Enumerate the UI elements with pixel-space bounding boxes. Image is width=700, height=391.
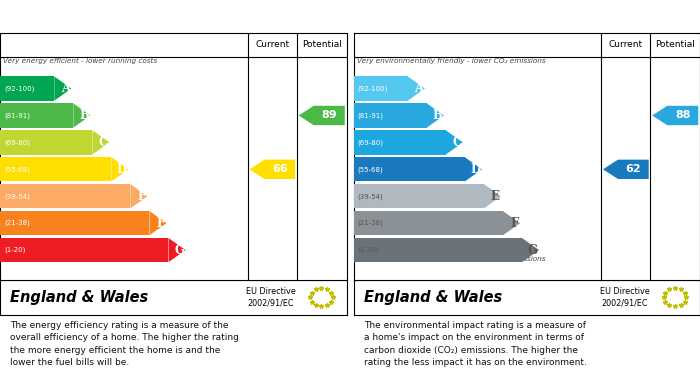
Text: (69-80): (69-80) bbox=[358, 139, 384, 146]
Text: A: A bbox=[414, 82, 424, 95]
Text: (69-80): (69-80) bbox=[4, 139, 30, 146]
Polygon shape bbox=[149, 211, 167, 235]
Bar bbox=[0, 157, 111, 181]
Text: D: D bbox=[117, 163, 127, 176]
Text: Environmental Impact (CO₂) Rating: Environmental Impact (CO₂) Rating bbox=[362, 10, 608, 23]
Polygon shape bbox=[249, 160, 295, 179]
Text: (81-91): (81-91) bbox=[358, 112, 384, 119]
Text: 88: 88 bbox=[675, 111, 690, 120]
Text: B: B bbox=[433, 109, 442, 122]
Polygon shape bbox=[603, 160, 649, 179]
Text: E: E bbox=[491, 190, 500, 203]
Text: Very environmentally friendly - lower CO₂ emissions: Very environmentally friendly - lower CO… bbox=[357, 58, 545, 64]
Text: (39-54): (39-54) bbox=[4, 193, 30, 199]
Polygon shape bbox=[652, 106, 699, 125]
Polygon shape bbox=[111, 157, 128, 181]
Text: (1-20): (1-20) bbox=[4, 247, 25, 253]
Bar bbox=[0, 103, 74, 127]
Bar bbox=[354, 238, 522, 262]
Polygon shape bbox=[522, 238, 539, 262]
Text: (55-68): (55-68) bbox=[4, 166, 30, 172]
Bar bbox=[354, 103, 427, 127]
Bar bbox=[354, 77, 408, 101]
Text: (21-38): (21-38) bbox=[4, 220, 30, 226]
Text: Current: Current bbox=[609, 40, 643, 49]
Text: Very energy efficient - lower running costs: Very energy efficient - lower running co… bbox=[4, 58, 158, 64]
Polygon shape bbox=[55, 77, 71, 101]
Text: F: F bbox=[510, 217, 519, 230]
Text: (92-100): (92-100) bbox=[4, 85, 34, 92]
Text: England & Wales: England & Wales bbox=[364, 290, 502, 305]
Text: Potential: Potential bbox=[655, 40, 695, 49]
Bar bbox=[0, 211, 149, 235]
Text: Energy Efficiency Rating: Energy Efficiency Rating bbox=[8, 10, 181, 23]
Polygon shape bbox=[299, 106, 345, 125]
Text: B: B bbox=[79, 109, 89, 122]
Polygon shape bbox=[74, 103, 90, 127]
Bar bbox=[354, 157, 465, 181]
Text: (55-68): (55-68) bbox=[358, 166, 384, 172]
Polygon shape bbox=[92, 130, 109, 154]
Text: Not energy efficient - higher running costs: Not energy efficient - higher running co… bbox=[4, 256, 158, 262]
Text: C: C bbox=[99, 136, 108, 149]
Text: (39-54): (39-54) bbox=[358, 193, 384, 199]
Bar bbox=[354, 211, 503, 235]
Text: (81-91): (81-91) bbox=[4, 112, 30, 119]
Polygon shape bbox=[427, 103, 444, 127]
Text: F: F bbox=[157, 217, 165, 230]
Bar bbox=[0, 238, 169, 262]
Text: (92-100): (92-100) bbox=[358, 85, 388, 92]
Polygon shape bbox=[169, 238, 186, 262]
Polygon shape bbox=[503, 211, 520, 235]
Text: (1-20): (1-20) bbox=[358, 247, 379, 253]
Bar bbox=[0, 184, 130, 208]
Bar bbox=[354, 130, 446, 154]
Text: 89: 89 bbox=[321, 111, 337, 120]
Text: Current: Current bbox=[256, 40, 289, 49]
Text: A: A bbox=[61, 82, 70, 95]
Polygon shape bbox=[465, 157, 482, 181]
Text: (21-38): (21-38) bbox=[358, 220, 384, 226]
Text: C: C bbox=[452, 136, 461, 149]
Text: E: E bbox=[137, 190, 146, 203]
Text: The environmental impact rating is a measure of
a home's impact on the environme: The environmental impact rating is a mea… bbox=[364, 321, 587, 368]
Polygon shape bbox=[484, 184, 501, 208]
Text: G: G bbox=[174, 244, 184, 256]
Text: The energy efficiency rating is a measure of the
overall efficiency of a home. T: The energy efficiency rating is a measur… bbox=[10, 321, 239, 368]
Text: England & Wales: England & Wales bbox=[10, 290, 148, 305]
Text: D: D bbox=[470, 163, 481, 176]
Text: EU Directive
2002/91/EC: EU Directive 2002/91/EC bbox=[599, 287, 650, 308]
Text: Potential: Potential bbox=[302, 40, 342, 49]
Text: EU Directive
2002/91/EC: EU Directive 2002/91/EC bbox=[246, 287, 296, 308]
Polygon shape bbox=[130, 184, 148, 208]
Text: Not environmentally friendly - higher CO₂ emissions: Not environmentally friendly - higher CO… bbox=[357, 256, 545, 262]
Bar bbox=[0, 77, 55, 101]
Text: G: G bbox=[528, 244, 538, 256]
Polygon shape bbox=[446, 130, 463, 154]
Text: 66: 66 bbox=[272, 164, 288, 174]
Text: 62: 62 bbox=[626, 164, 641, 174]
Bar bbox=[354, 184, 484, 208]
Polygon shape bbox=[408, 77, 425, 101]
Bar bbox=[0, 130, 92, 154]
